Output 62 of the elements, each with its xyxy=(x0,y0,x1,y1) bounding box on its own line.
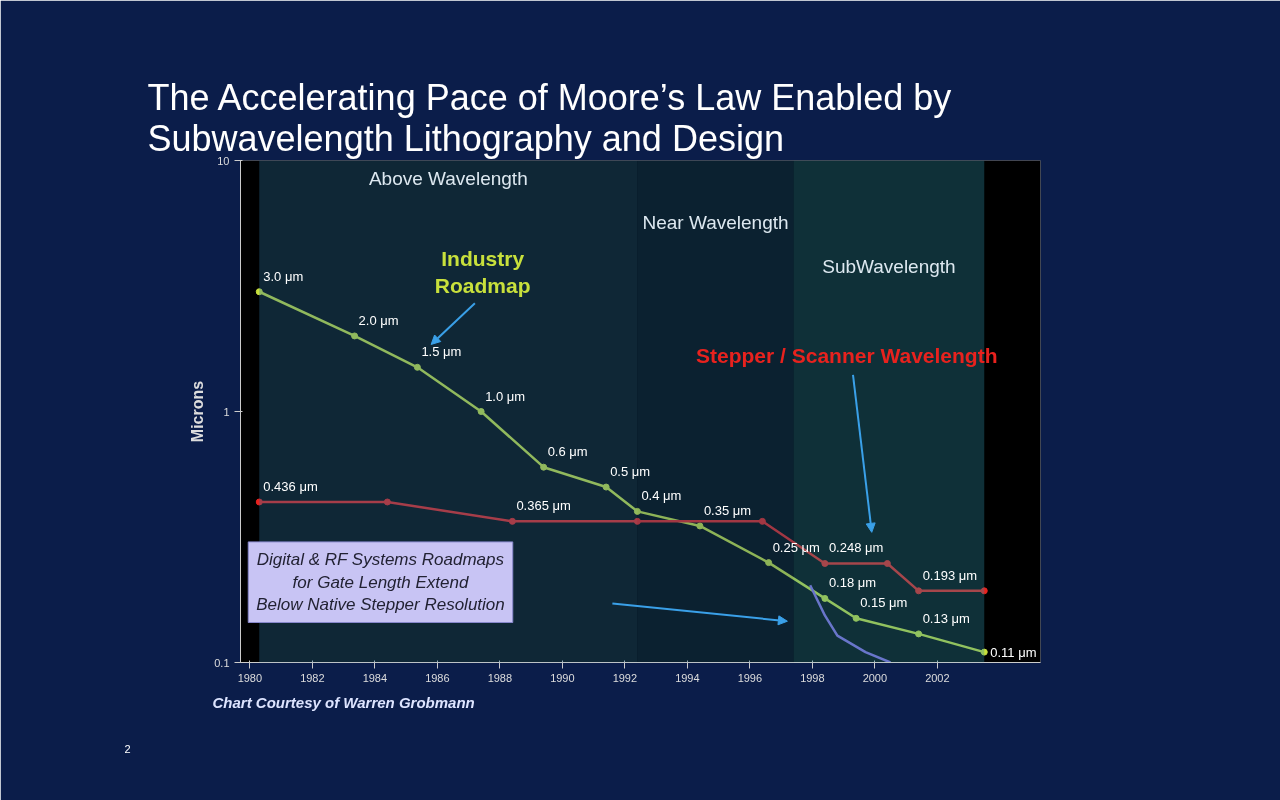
data-label: 0.365 μm xyxy=(516,498,571,514)
point xyxy=(980,587,988,595)
point xyxy=(508,517,516,525)
x-tick-label: 2002 xyxy=(925,671,950,684)
point xyxy=(915,587,923,595)
x-tick-label: 1998 xyxy=(800,671,825,684)
x-tick-label: 1994 xyxy=(675,671,700,684)
point xyxy=(602,483,610,491)
point xyxy=(477,408,485,415)
text: 2 xyxy=(124,742,131,755)
point xyxy=(758,517,766,525)
x-tick-label: 1988 xyxy=(487,671,513,684)
x-tick-label: 2000 xyxy=(862,671,888,684)
data-label: 2.0 μm xyxy=(358,312,399,328)
data-label: 0.35 μm xyxy=(703,502,752,518)
point xyxy=(696,522,704,530)
band-label: Above Wavelength xyxy=(368,167,528,189)
x-tick-label: 1982 xyxy=(300,671,325,684)
data-label: 0.25 μm xyxy=(772,539,820,555)
point xyxy=(383,498,391,506)
data-label: 0.15 μm xyxy=(860,595,908,611)
data-label: 0.5 μm xyxy=(610,464,651,480)
point xyxy=(883,560,891,567)
data-label: 3.0 μm xyxy=(263,268,304,284)
data-label: 0.4 μm xyxy=(641,488,682,504)
point xyxy=(821,560,829,567)
point xyxy=(255,288,263,296)
data-label: 0.6 μm xyxy=(547,444,588,460)
point xyxy=(915,630,923,638)
text: Stepper / Scanner Wavelength xyxy=(696,344,998,368)
data-label: 1.0 μm xyxy=(485,388,526,404)
y-tick-label: 0.1 xyxy=(214,656,230,669)
x-tick-label: 1980 xyxy=(237,671,263,684)
data-label: 0.436 μm xyxy=(263,478,318,494)
point xyxy=(540,463,548,471)
point xyxy=(980,648,988,656)
x-tick-label: 1996 xyxy=(737,671,763,684)
point xyxy=(821,594,829,602)
point xyxy=(255,498,263,506)
band-label: Near Wavelength xyxy=(642,211,789,233)
data-label: 0.11 μm xyxy=(990,645,1037,661)
x-tick-label: 1984 xyxy=(362,671,388,684)
point xyxy=(852,614,860,622)
point xyxy=(633,517,641,525)
data-label: 0.13 μm xyxy=(922,610,970,626)
y-axis-title: Microns xyxy=(189,380,207,443)
data-label: 0.248 μm xyxy=(828,540,884,556)
x-tick-label: 1990 xyxy=(550,671,575,684)
point xyxy=(351,332,359,340)
point xyxy=(765,559,773,567)
annotation: Digital & RF Systems Roadmaps for Gate Length Extend Below Native Stepper Resolution xyxy=(256,549,505,615)
text: Industry Roadmap xyxy=(434,246,531,298)
y-tick-label: 1 xyxy=(223,405,230,418)
x-tick-label: 1986 xyxy=(425,671,450,684)
point xyxy=(633,507,641,515)
point xyxy=(413,363,421,371)
text: Chart Courtesy of Warren Grobmann xyxy=(212,693,475,711)
data-label: 0.18 μm xyxy=(828,575,877,591)
data-label: 0.193 μm xyxy=(922,567,978,583)
x-tick-label: 1992 xyxy=(612,671,638,684)
data-label: 1.5 μm xyxy=(421,344,462,360)
band-label: SubWavelength xyxy=(822,255,956,277)
